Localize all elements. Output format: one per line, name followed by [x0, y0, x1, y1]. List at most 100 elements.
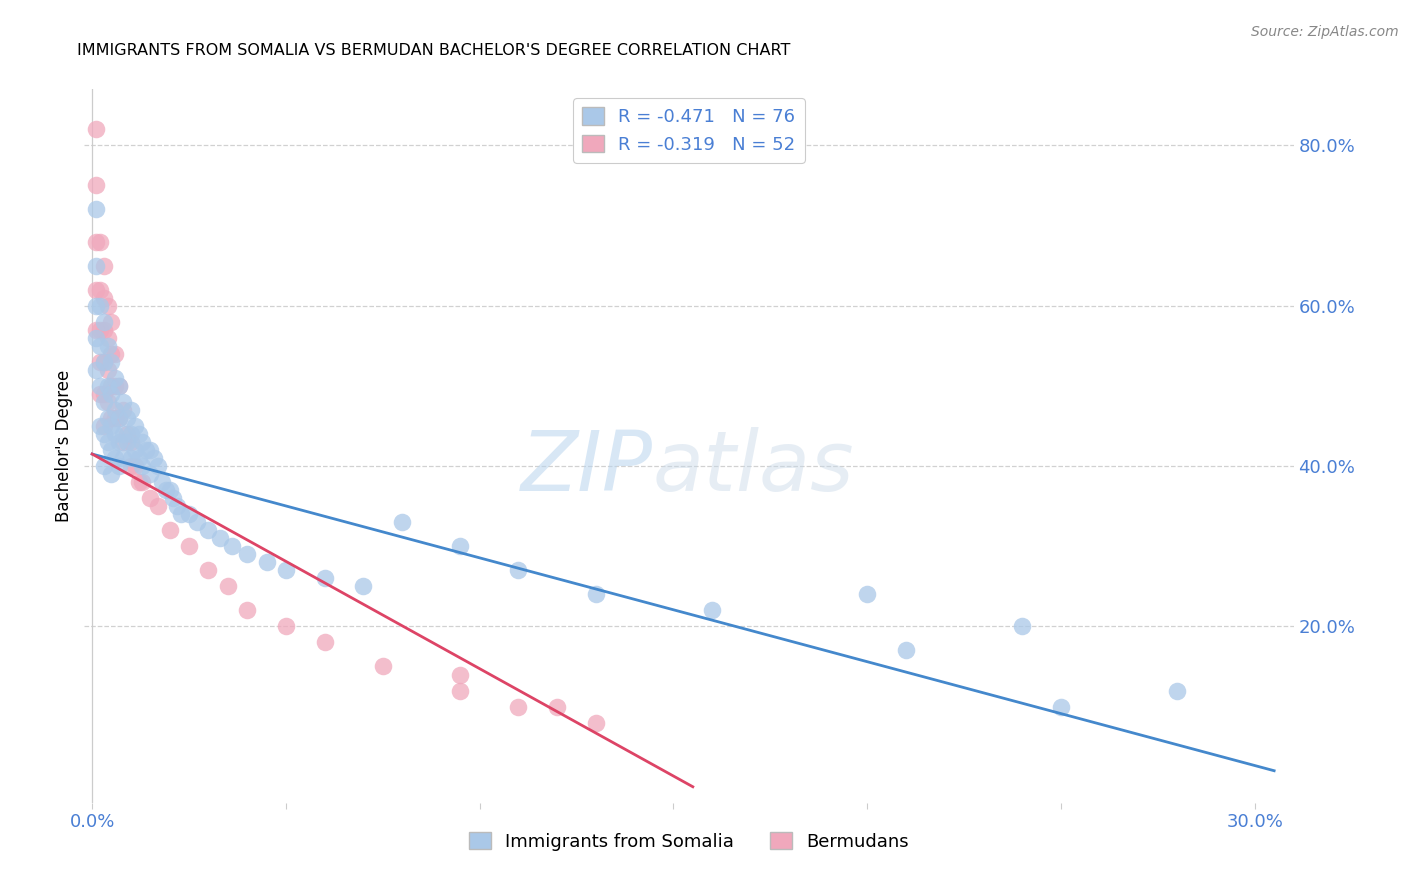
Point: [84, 178, 107, 193]
Point: [585, 587, 607, 601]
Point: [112, 403, 135, 417]
Point: [177, 507, 200, 521]
Point: [162, 491, 184, 505]
Point: [120, 427, 142, 442]
Point: [217, 579, 239, 593]
Point: [546, 699, 568, 714]
Point: [100, 315, 122, 329]
Point: [97, 331, 120, 345]
Point: [131, 435, 153, 450]
Y-axis label: Bachelor's Degree: Bachelor's Degree: [55, 370, 73, 522]
Point: [100, 379, 122, 393]
Point: [314, 571, 336, 585]
Point: [120, 450, 142, 465]
Point: [104, 411, 127, 425]
Point: [100, 387, 122, 401]
Point: [170, 507, 193, 521]
Point: [120, 458, 142, 473]
Point: [100, 467, 122, 481]
Point: [89, 235, 111, 249]
Point: [104, 403, 127, 417]
Point: [702, 603, 724, 617]
Point: [146, 499, 169, 513]
Point: [97, 435, 120, 450]
Point: [89, 419, 111, 434]
Point: [108, 435, 131, 450]
Point: [93, 315, 115, 329]
Point: [449, 539, 471, 553]
Point: [104, 347, 127, 361]
Point: [108, 458, 131, 473]
Legend: Immigrants from Somalia, Bermudans: Immigrants from Somalia, Bermudans: [461, 825, 917, 858]
Point: [93, 259, 115, 273]
Point: [139, 442, 162, 457]
Text: IMMIGRANTS FROM SOMALIA VS BERMUDAN BACHELOR'S DEGREE CORRELATION CHART: IMMIGRANTS FROM SOMALIA VS BERMUDAN BACH…: [77, 43, 790, 58]
Point: [93, 458, 115, 473]
Point: [166, 499, 188, 513]
Point: [84, 323, 107, 337]
Point: [139, 467, 162, 481]
Point: [84, 363, 107, 377]
Point: [112, 427, 135, 442]
Point: [112, 435, 135, 450]
Point: [104, 379, 127, 393]
Point: [112, 450, 135, 465]
Point: [97, 299, 120, 313]
Point: [89, 323, 111, 337]
Point: [115, 427, 138, 442]
Point: [84, 202, 107, 217]
Point: [93, 427, 115, 442]
Point: [97, 411, 120, 425]
Point: [124, 458, 146, 473]
Text: atlas: atlas: [652, 427, 855, 508]
Point: [112, 395, 135, 409]
Point: [177, 539, 200, 553]
Point: [186, 515, 208, 529]
Point: [155, 483, 177, 497]
Point: [89, 339, 111, 353]
Point: [104, 450, 127, 465]
Point: [274, 563, 297, 577]
Point: [128, 427, 150, 442]
Point: [97, 379, 120, 393]
Point: [146, 458, 169, 473]
Point: [97, 363, 120, 377]
Point: [449, 683, 471, 698]
Point: [93, 323, 115, 337]
Point: [274, 619, 297, 633]
Point: [93, 419, 115, 434]
Point: [89, 355, 111, 369]
Point: [100, 347, 122, 361]
Point: [93, 291, 115, 305]
Point: [84, 122, 107, 136]
Point: [508, 563, 530, 577]
Point: [197, 563, 219, 577]
Point: [585, 715, 607, 730]
Point: [89, 299, 111, 313]
Point: [124, 419, 146, 434]
Point: [508, 699, 530, 714]
Point: [84, 259, 107, 273]
Text: Source: ZipAtlas.com: Source: ZipAtlas.com: [1251, 25, 1399, 39]
Point: [84, 283, 107, 297]
Point: [108, 411, 131, 425]
Point: [84, 331, 107, 345]
Point: [1166, 683, 1188, 698]
Point: [93, 355, 115, 369]
Point: [100, 355, 122, 369]
Point: [89, 387, 111, 401]
Point: [208, 531, 231, 545]
Point: [128, 450, 150, 465]
Point: [1050, 699, 1073, 714]
Point: [314, 635, 336, 649]
Point: [1011, 619, 1033, 633]
Point: [100, 411, 122, 425]
Point: [143, 450, 166, 465]
Point: [89, 283, 111, 297]
Point: [100, 419, 122, 434]
Point: [84, 299, 107, 313]
Point: [100, 442, 122, 457]
Point: [115, 435, 138, 450]
Point: [352, 579, 374, 593]
Point: [128, 475, 150, 489]
